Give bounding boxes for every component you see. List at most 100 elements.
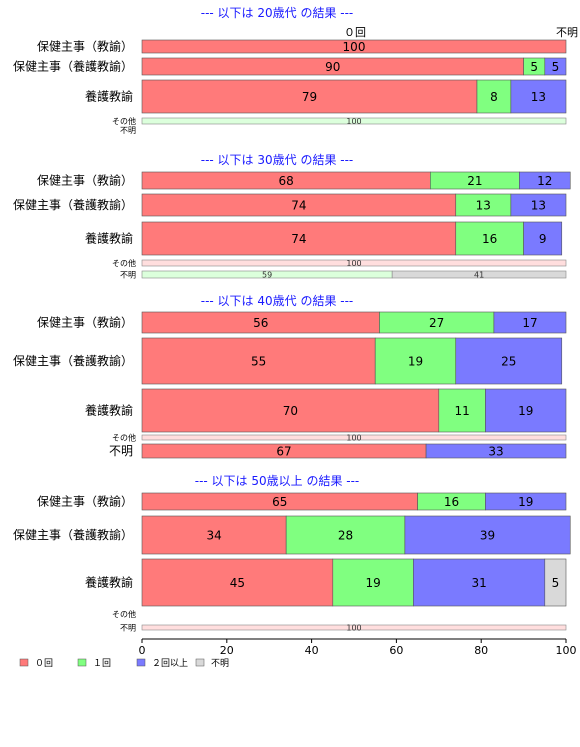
- data-label: 19: [518, 404, 533, 418]
- data-label: 17: [522, 316, 537, 330]
- data-label: 5: [552, 576, 560, 590]
- row-label: その他: [112, 609, 136, 619]
- data-label: 12: [537, 174, 552, 188]
- bar-segment: [510, 193, 567, 217]
- data-label: 33: [488, 445, 503, 459]
- data-label: 100: [346, 117, 361, 126]
- row-label: 不明: [109, 444, 133, 458]
- row-label: 保健主事（教諭）: [37, 315, 133, 330]
- row-label: 保健主事（養護教諭）: [13, 197, 133, 212]
- row-label: 不明: [120, 126, 136, 135]
- top-note: ０回: [344, 26, 366, 39]
- data-label: 28: [338, 529, 353, 543]
- row-label: その他: [112, 258, 136, 268]
- row-label: 保健主事（養護教諭）: [13, 353, 133, 368]
- bar-segment: [141, 388, 440, 433]
- bar-segment: [438, 388, 486, 433]
- row-label: 保健主事（教諭）: [37, 494, 133, 509]
- data-label: 13: [531, 90, 546, 104]
- data-label: 100: [346, 434, 361, 443]
- bar-segment: [544, 558, 567, 607]
- row-label: 養護教諭: [85, 231, 133, 246]
- x-tick-label: 20: [220, 644, 234, 657]
- legend-swatch: [136, 658, 146, 667]
- data-label: 11: [454, 404, 469, 418]
- row-label: 保健主事（教諭）: [37, 39, 133, 54]
- top-note-right: 不明: [556, 26, 578, 39]
- group-title: --- 以下は 30歳代 の結果 ---: [201, 153, 354, 167]
- data-label: 65: [272, 495, 287, 509]
- data-label: 90: [325, 60, 340, 74]
- bar-segment: [404, 515, 571, 555]
- legend-label: ２回以上: [152, 658, 188, 669]
- x-tick-label: 60: [389, 644, 403, 657]
- row-label: 養護教諭: [85, 575, 133, 590]
- data-label: 100: [343, 40, 366, 54]
- x-tick-label: 0: [139, 644, 146, 657]
- bar-segment: [425, 443, 567, 459]
- data-label: 13: [476, 199, 491, 213]
- x-tick-label: 80: [474, 644, 488, 657]
- row-label: 不明: [120, 271, 136, 280]
- row-label: 保健主事（教諭）: [37, 173, 133, 188]
- bar-segment: [510, 79, 567, 114]
- x-tick-label: 40: [305, 644, 319, 657]
- bar-segment: [485, 388, 567, 433]
- data-label: 31: [471, 576, 486, 590]
- bar-segment: [332, 558, 414, 607]
- x-tick-label: 100: [556, 644, 577, 657]
- row-label: 保健主事（養護教諭）: [13, 527, 133, 542]
- row-label: 養護教諭: [85, 89, 133, 104]
- data-label: 74: [291, 199, 306, 213]
- bar-segment: [485, 492, 567, 511]
- bar-segment: [544, 57, 567, 76]
- legend-label: １回: [93, 658, 111, 669]
- data-label: 8: [490, 90, 498, 104]
- legend-swatch: [19, 658, 29, 667]
- bar-segment: [455, 221, 524, 256]
- data-label: 55: [251, 355, 266, 369]
- bar-segment: [141, 434, 567, 441]
- data-label: 41: [474, 271, 484, 280]
- legend-swatch: [195, 658, 205, 667]
- group-title: --- 以下は 50歳以上 の結果 ---: [195, 474, 360, 488]
- data-label: 5: [552, 60, 560, 74]
- data-label: 100: [346, 259, 361, 268]
- data-label: 100: [346, 624, 361, 633]
- bar-segment: [523, 221, 563, 256]
- bar-segment: [519, 171, 571, 190]
- data-label: 25: [501, 355, 516, 369]
- data-label: 9: [539, 232, 547, 246]
- data-label: 34: [206, 529, 221, 543]
- legend-label: 不明: [211, 658, 229, 669]
- legend-swatch: [77, 658, 87, 667]
- data-label: 45: [230, 576, 245, 590]
- bar-segment: [141, 259, 567, 267]
- group-title: --- 以下は 40歳代 の結果 ---: [201, 294, 354, 308]
- bar-segment: [476, 79, 512, 114]
- bar-segment: [493, 311, 567, 334]
- group-title: --- 以下は 20歳代 の結果 ---: [201, 6, 354, 20]
- row-label: 養護教諭: [85, 403, 133, 418]
- bar-segment: [141, 337, 376, 385]
- data-label: 68: [279, 174, 294, 188]
- legend-label: ０回: [35, 658, 53, 669]
- data-label: 67: [276, 445, 291, 459]
- bar-segment: [141, 221, 457, 256]
- bar-segment: [141, 515, 287, 555]
- bar-segment: [455, 337, 563, 385]
- bar-segment: [374, 337, 457, 385]
- data-label: 19: [408, 355, 423, 369]
- data-label: 56: [253, 316, 268, 330]
- data-label: 27: [429, 316, 444, 330]
- data-label: 5: [530, 60, 538, 74]
- data-label: 70: [283, 404, 298, 418]
- data-label: 19: [365, 576, 380, 590]
- data-label: 21: [467, 174, 482, 188]
- row-label: その他: [112, 116, 136, 126]
- bar-segment: [391, 270, 567, 279]
- row-label: 保健主事（養護教諭）: [13, 59, 133, 74]
- bar-segment: [285, 515, 406, 555]
- data-label: 74: [291, 232, 306, 246]
